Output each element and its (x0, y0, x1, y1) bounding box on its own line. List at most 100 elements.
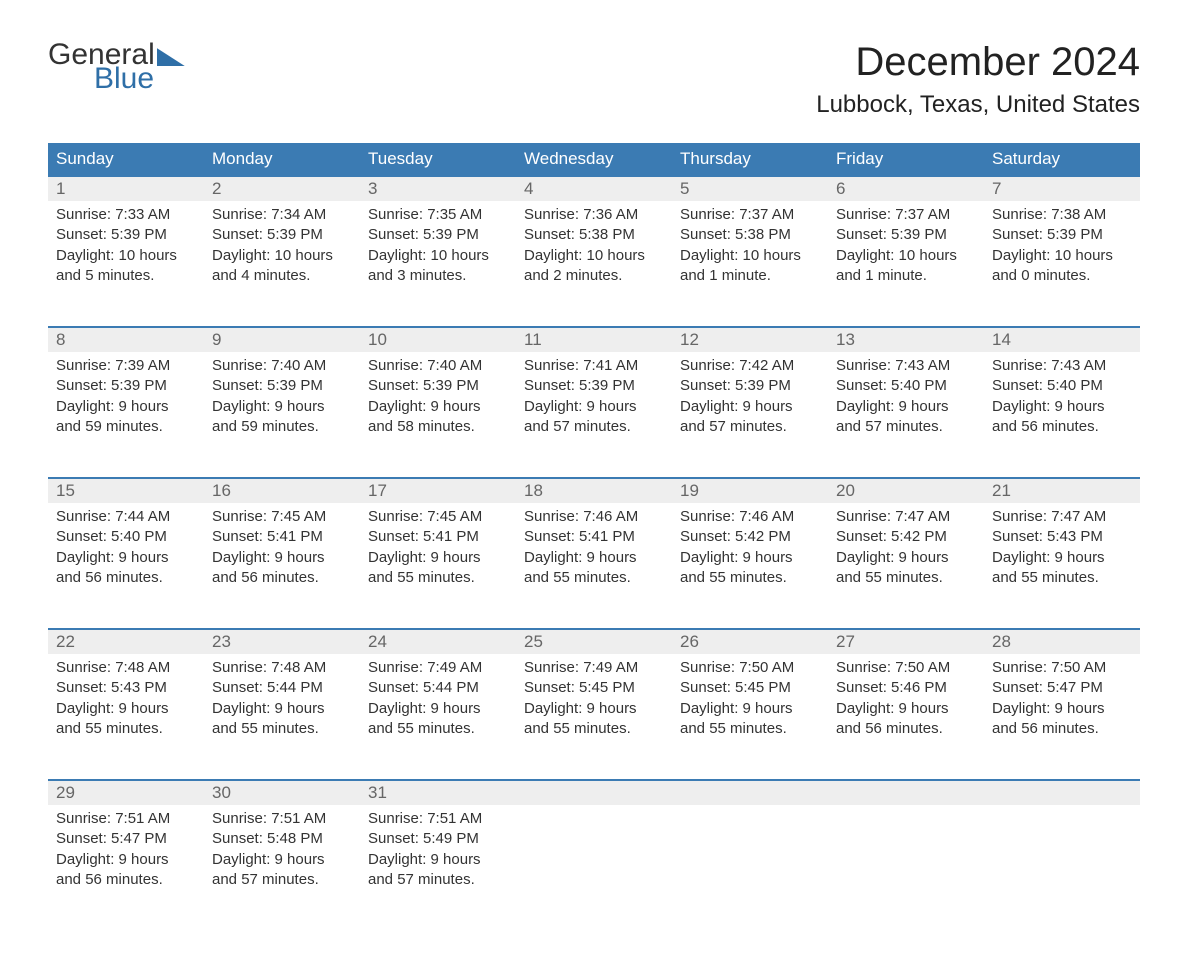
day-sunrise: Sunrise: 7:51 AM (56, 809, 196, 829)
day-daylight1: Daylight: 9 hours (836, 397, 976, 417)
day-daylight2: and 57 minutes. (368, 870, 508, 890)
week-body-row: Sunrise: 7:44 AMSunset: 5:40 PM Daylight:… (48, 503, 1140, 629)
day-daylight2: and 55 minutes. (992, 568, 1132, 588)
day-number-cell: 20 (828, 478, 984, 503)
day-sunrise: Sunrise: 7:48 AM (212, 658, 352, 678)
day-daylight1: Daylight: 10 hours (992, 246, 1132, 266)
day-sunset: Sunset: 5:39 PM (680, 376, 820, 396)
day-daylight2: and 1 minute. (680, 266, 820, 286)
day-cell: Sunrise: 7:34 AMSunset: 5:39 PMDaylight:… (204, 201, 360, 327)
day-cell-body: Sunrise: 7:51 AMSunset: 5:48 PMDaylight:… (204, 805, 360, 902)
day-number-cell: 3 (360, 176, 516, 201)
day-sunrise: Sunrise: 7:45 AM (212, 507, 352, 527)
day-sunset: Sunset: 5:47 PM (992, 678, 1132, 698)
day-sunrise: Sunrise: 7:46 AM (524, 507, 664, 527)
day-number-cell: 8 (48, 327, 204, 352)
day-cell-body: Sunrise: 7:40 AMSunset: 5:39 PMDaylight:… (204, 352, 360, 449)
day-cell-body: Sunrise: 7:40 AMSunset: 5:39 PMDaylight:… (360, 352, 516, 449)
day-cell: Sunrise: 7:51 AMSunset: 5:48 PMDaylight:… (204, 805, 360, 931)
day-daylight2: and 57 minutes. (524, 417, 664, 437)
day-cell: Sunrise: 7:46 AMSunset: 5:41 PMDaylight:… (516, 503, 672, 629)
day-daylight1: Daylight: 10 hours (56, 246, 196, 266)
day-cell (984, 805, 1140, 931)
day-cell: Sunrise: 7:50 AMSunset: 5:47 PMDaylight:… (984, 654, 1140, 780)
day-sunset: Sunset: 5:39 PM (212, 225, 352, 245)
day-cell: Sunrise: 7:37 AMSunset: 5:39 PMDaylight:… (828, 201, 984, 327)
day-daylight2: and 55 minutes. (524, 719, 664, 739)
day-cell: Sunrise: 7:43 AMSunset: 5:40 PMDaylight:… (984, 352, 1140, 478)
day-sunset: Sunset: 5:49 PM (368, 829, 508, 849)
day-cell: Sunrise: 7:42 AMSunset: 5:39 PMDaylight:… (672, 352, 828, 478)
day-daylight1: Daylight: 9 hours (212, 397, 352, 417)
day-sunrise: Sunrise: 7:34 AM (212, 205, 352, 225)
day-cell-body: Sunrise: 7:38 AMSunset: 5:39 PMDaylight:… (984, 201, 1140, 298)
logo-word-blue: Blue (94, 64, 185, 94)
day-number-cell: 10 (360, 327, 516, 352)
day-cell-body: Sunrise: 7:36 AMSunset: 5:38 PMDaylight:… (516, 201, 672, 298)
day-sunset: Sunset: 5:44 PM (212, 678, 352, 698)
day-daylight2: and 55 minutes. (680, 719, 820, 739)
day-daylight2: and 5 minutes. (56, 266, 196, 286)
week-daynum-row: 22232425262728 (48, 629, 1140, 654)
day-sunrise: Sunrise: 7:37 AM (680, 205, 820, 225)
day-sunrise: Sunrise: 7:37 AM (836, 205, 976, 225)
day-sunset: Sunset: 5:43 PM (56, 678, 196, 698)
day-header: Friday (828, 143, 984, 176)
day-number-cell: 23 (204, 629, 360, 654)
day-daylight2: and 56 minutes. (212, 568, 352, 588)
day-cell: Sunrise: 7:47 AMSunset: 5:42 PMDaylight:… (828, 503, 984, 629)
day-sunset: Sunset: 5:39 PM (836, 225, 976, 245)
day-daylight2: and 55 minutes. (524, 568, 664, 588)
day-sunset: Sunset: 5:46 PM (836, 678, 976, 698)
day-cell: Sunrise: 7:50 AMSunset: 5:46 PMDaylight:… (828, 654, 984, 780)
day-cell: Sunrise: 7:41 AMSunset: 5:39 PMDaylight:… (516, 352, 672, 478)
day-number-cell (672, 780, 828, 805)
day-sunset: Sunset: 5:44 PM (368, 678, 508, 698)
day-daylight2: and 1 minute. (836, 266, 976, 286)
day-sunrise: Sunrise: 7:38 AM (992, 205, 1132, 225)
day-number-cell: 14 (984, 327, 1140, 352)
day-sunrise: Sunrise: 7:46 AM (680, 507, 820, 527)
day-cell: Sunrise: 7:45 AMSunset: 5:41 PMDaylight:… (360, 503, 516, 629)
day-number-cell: 22 (48, 629, 204, 654)
day-cell: Sunrise: 7:48 AMSunset: 5:43 PMDaylight:… (48, 654, 204, 780)
day-daylight2: and 55 minutes. (368, 568, 508, 588)
day-number-cell: 31 (360, 780, 516, 805)
day-number-cell: 30 (204, 780, 360, 805)
day-daylight1: Daylight: 9 hours (56, 699, 196, 719)
day-daylight1: Daylight: 9 hours (680, 548, 820, 568)
day-number-cell: 16 (204, 478, 360, 503)
day-number-cell: 2 (204, 176, 360, 201)
day-cell-body: Sunrise: 7:51 AMSunset: 5:49 PMDaylight:… (360, 805, 516, 902)
day-cell: Sunrise: 7:37 AMSunset: 5:38 PMDaylight:… (672, 201, 828, 327)
day-cell: Sunrise: 7:40 AMSunset: 5:39 PMDaylight:… (360, 352, 516, 478)
day-cell-body: Sunrise: 7:47 AMSunset: 5:43 PMDaylight:… (984, 503, 1140, 600)
day-sunset: Sunset: 5:40 PM (992, 376, 1132, 396)
day-daylight2: and 4 minutes. (212, 266, 352, 286)
day-cell: Sunrise: 7:39 AMSunset: 5:39 PMDaylight:… (48, 352, 204, 478)
day-header: Tuesday (360, 143, 516, 176)
day-number-cell: 5 (672, 176, 828, 201)
day-cell-body: Sunrise: 7:42 AMSunset: 5:39 PMDaylight:… (672, 352, 828, 449)
day-sunrise: Sunrise: 7:44 AM (56, 507, 196, 527)
day-daylight2: and 55 minutes. (368, 719, 508, 739)
day-number-cell: 21 (984, 478, 1140, 503)
calendar-table: Sunday Monday Tuesday Wednesday Thursday… (48, 143, 1140, 931)
week-daynum-row: 891011121314 (48, 327, 1140, 352)
day-sunset: Sunset: 5:42 PM (680, 527, 820, 547)
day-sunset: Sunset: 5:39 PM (212, 376, 352, 396)
day-daylight2: and 56 minutes. (992, 417, 1132, 437)
week-daynum-row: 15161718192021 (48, 478, 1140, 503)
day-daylight1: Daylight: 9 hours (212, 548, 352, 568)
day-sunrise: Sunrise: 7:40 AM (368, 356, 508, 376)
day-cell: Sunrise: 7:38 AMSunset: 5:39 PMDaylight:… (984, 201, 1140, 327)
day-header: Sunday (48, 143, 204, 176)
day-sunrise: Sunrise: 7:35 AM (368, 205, 508, 225)
day-number-cell: 1 (48, 176, 204, 201)
day-daylight2: and 59 minutes. (56, 417, 196, 437)
day-cell-body: Sunrise: 7:45 AMSunset: 5:41 PMDaylight:… (204, 503, 360, 600)
day-sunset: Sunset: 5:41 PM (368, 527, 508, 547)
week-daynum-row: 1234567 (48, 176, 1140, 201)
day-sunset: Sunset: 5:40 PM (56, 527, 196, 547)
day-cell-body: Sunrise: 7:50 AMSunset: 5:47 PMDaylight:… (984, 654, 1140, 751)
